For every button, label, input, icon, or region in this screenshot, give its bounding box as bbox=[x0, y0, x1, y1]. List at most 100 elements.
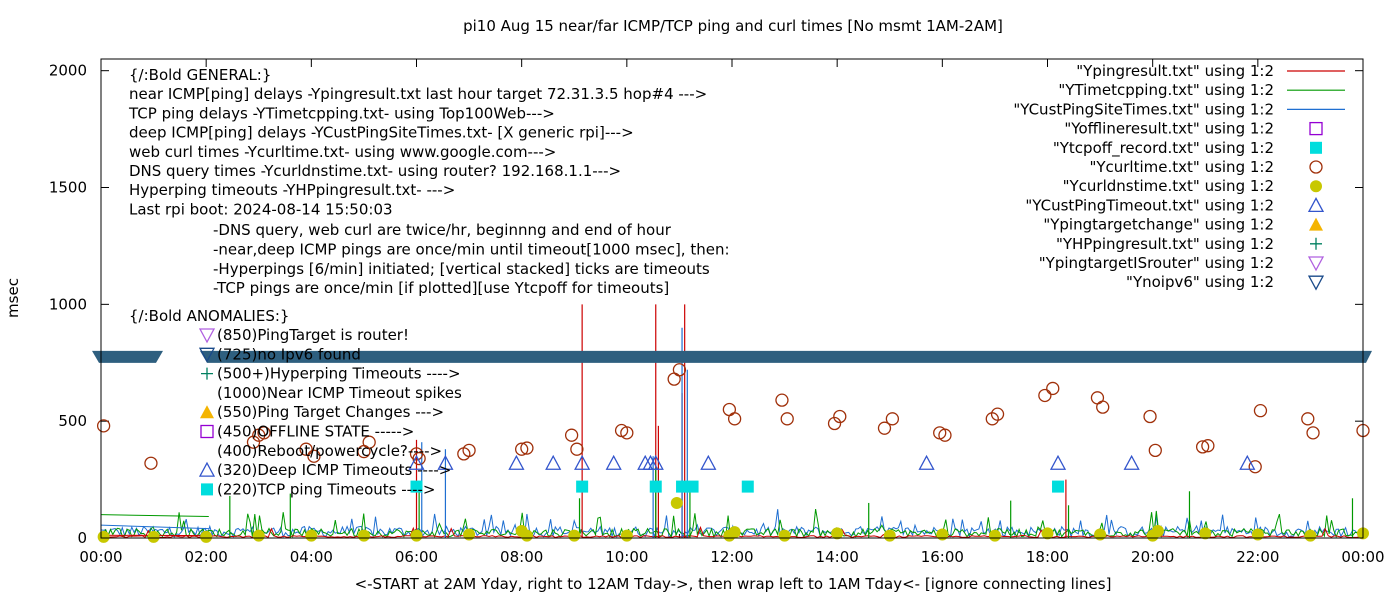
y-tick-label: 0 bbox=[77, 529, 87, 547]
data-point bbox=[778, 529, 791, 542]
data-point bbox=[1094, 528, 1107, 541]
y-tick-label: 1000 bbox=[49, 295, 87, 313]
data-point bbox=[357, 529, 370, 542]
y-axis-label: msec bbox=[4, 278, 22, 318]
anomaly-marker bbox=[200, 424, 214, 439]
data-point bbox=[1038, 388, 1052, 403]
data-point bbox=[1096, 400, 1110, 414]
data-point bbox=[1052, 480, 1065, 493]
break-band-left bbox=[92, 350, 163, 363]
data-point bbox=[885, 412, 900, 426]
legend-marker-swatch bbox=[1309, 217, 1323, 231]
data-point bbox=[508, 454, 525, 470]
data-point bbox=[463, 528, 476, 541]
anomaly-label: (1000)Near ICMP Timeout spikes bbox=[217, 384, 462, 402]
y-tick-label: 2000 bbox=[49, 62, 87, 80]
general-note-line: web curl times -Ycurltime.txt- using www… bbox=[129, 143, 556, 161]
anomaly-marker bbox=[198, 461, 216, 477]
data-point bbox=[307, 449, 321, 463]
data-point bbox=[938, 428, 952, 442]
general-note-line: deep ICMP[ping] delays -YCustPingSiteTim… bbox=[129, 124, 634, 142]
y-tick-label: 1500 bbox=[49, 179, 87, 197]
data-point bbox=[515, 442, 529, 456]
data-point bbox=[570, 442, 584, 456]
data-point bbox=[568, 529, 581, 542]
data-point bbox=[780, 412, 794, 426]
data-point bbox=[936, 528, 949, 541]
x-tick-label: 08:00 bbox=[500, 548, 543, 566]
legend-marker-swatch bbox=[1309, 121, 1323, 136]
series-group bbox=[97, 496, 1369, 543]
anomaly-label: (725)no Ipv6 found bbox=[217, 345, 361, 363]
data-point bbox=[649, 480, 662, 493]
tcp-wrap-line bbox=[100, 514, 209, 518]
data-point bbox=[299, 442, 313, 456]
anomaly-label: (550)Ping Target Changes ---> bbox=[217, 403, 444, 421]
data-point bbox=[1239, 454, 1256, 470]
data-point bbox=[877, 421, 892, 435]
data-point bbox=[462, 443, 476, 458]
x-tick-label: 00:00 bbox=[1341, 548, 1384, 566]
detail-note-line: -Hyperpings [6/min] initiated; [vertical… bbox=[213, 260, 710, 278]
legend-label: "Ytcpoff_record.txt" using 1:2 bbox=[1053, 139, 1274, 158]
general-note-line: DNS query times -Ycurldnstime.txt- using… bbox=[129, 162, 621, 180]
legend-label: "Ynoipv6" using 1:2 bbox=[1126, 273, 1274, 291]
data-point bbox=[412, 451, 426, 466]
legend-label: "Ycurltime.txt" using 1:2 bbox=[1089, 158, 1274, 176]
anomaly-marker bbox=[200, 405, 214, 419]
detail-note-line: -TCP pings are once/min [if plotted][use… bbox=[213, 279, 669, 297]
series-group bbox=[410, 480, 1065, 493]
general-note-line: Hyperping timeouts -YHPpingresult.txt- -… bbox=[129, 181, 455, 199]
data-point bbox=[437, 454, 454, 470]
data-point bbox=[700, 454, 717, 470]
data-point bbox=[1248, 460, 1262, 474]
series-layer bbox=[96, 304, 1370, 543]
data-point bbox=[883, 529, 896, 542]
anomaly-label: (320)Deep ICMP Timeouts ----> bbox=[217, 461, 451, 479]
anomaly-label: (220)TCP ping Timeouts ----> bbox=[217, 480, 435, 498]
legend-layer: "Ypingresult.txt" using 1:2"YTimetcpping… bbox=[1013, 62, 1345, 291]
data-point bbox=[1301, 412, 1315, 426]
data-point bbox=[647, 454, 664, 470]
data-point bbox=[545, 454, 562, 470]
legend-label: "Ycurldnstime.txt" using 1:2 bbox=[1063, 177, 1274, 195]
data-point bbox=[200, 530, 213, 543]
data-point bbox=[246, 435, 261, 449]
data-point bbox=[741, 480, 754, 493]
legend-marker-swatch bbox=[1310, 180, 1322, 193]
data-point bbox=[620, 426, 634, 440]
data-point bbox=[672, 363, 687, 377]
data-point bbox=[97, 530, 110, 543]
data-point bbox=[1041, 527, 1054, 540]
annotations-layer: {/:Bold GENERAL:}near ICMP[ping] delays … bbox=[128, 66, 730, 498]
general-note-line: Last rpi boot: 2024-08-14 15:50:03 bbox=[129, 200, 393, 218]
data-point bbox=[362, 435, 376, 449]
detail-note-line: -DNS query, web curl are twice/hr, begin… bbox=[213, 221, 672, 239]
data-point bbox=[670, 496, 683, 509]
data-point bbox=[1046, 381, 1060, 396]
data-point bbox=[1049, 454, 1067, 470]
data-point bbox=[96, 419, 111, 433]
anomalies-title: {/:Bold ANOMALIES:} bbox=[129, 307, 289, 325]
anomaly-label: (400)Reboot/powercycle?----> bbox=[217, 442, 442, 460]
data-point bbox=[1304, 529, 1317, 542]
deep-wrap-line bbox=[100, 524, 209, 530]
x-tick-label: 22:00 bbox=[1236, 548, 1279, 566]
detail-note-line: -near,deep ICMP pings are once/min until… bbox=[213, 240, 730, 258]
data-point bbox=[686, 480, 699, 493]
legend-label: "Ypingtargetchange" using 1:2 bbox=[1043, 216, 1274, 234]
data-point bbox=[408, 454, 425, 470]
data-point bbox=[410, 480, 423, 493]
x-tick-label: 10:00 bbox=[605, 548, 648, 566]
chart-title: pi10 Aug 15 near/far ICMP/TCP ping and c… bbox=[463, 17, 1003, 35]
data-point bbox=[728, 526, 741, 539]
data-point bbox=[305, 529, 318, 542]
data-point bbox=[988, 529, 1001, 542]
legend-label: "Ypingresult.txt" using 1:2 bbox=[1076, 62, 1274, 80]
data-point bbox=[257, 426, 271, 440]
general-note-line: TCP ping delays -YTimetcpping.txt- using… bbox=[128, 104, 555, 122]
data-point bbox=[1199, 527, 1212, 540]
legend-marker-swatch bbox=[1307, 275, 1325, 291]
data-point bbox=[1201, 439, 1215, 453]
